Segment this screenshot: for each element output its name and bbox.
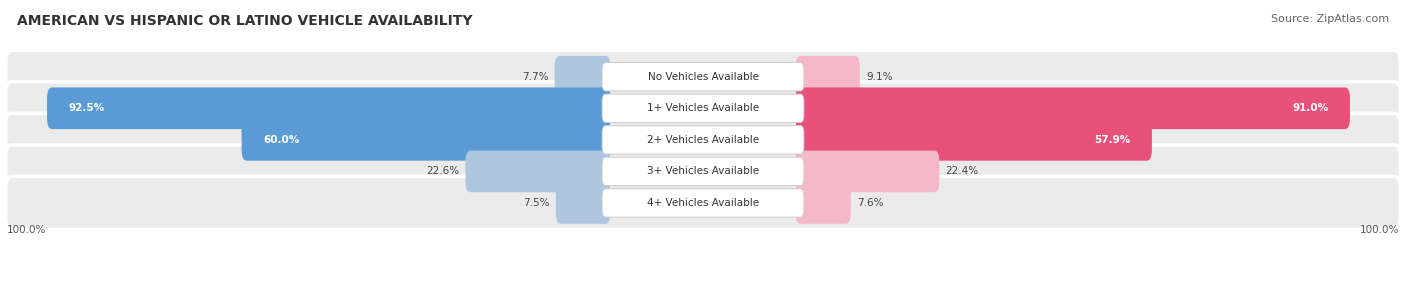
Text: 100.0%: 100.0% <box>1360 225 1399 235</box>
Text: 2+ Vehicles Available: 2+ Vehicles Available <box>647 135 759 145</box>
Text: 60.0%: 60.0% <box>263 135 299 145</box>
Text: 91.0%: 91.0% <box>1292 103 1329 113</box>
Text: Source: ZipAtlas.com: Source: ZipAtlas.com <box>1271 14 1389 24</box>
FancyBboxPatch shape <box>6 176 1400 229</box>
Text: 1+ Vehicles Available: 1+ Vehicles Available <box>647 103 759 113</box>
FancyBboxPatch shape <box>602 157 804 186</box>
FancyBboxPatch shape <box>6 82 1400 135</box>
FancyBboxPatch shape <box>554 56 610 98</box>
FancyBboxPatch shape <box>465 150 610 192</box>
FancyBboxPatch shape <box>796 119 1152 161</box>
Text: 100.0%: 100.0% <box>7 225 46 235</box>
FancyBboxPatch shape <box>602 126 804 154</box>
Text: AMERICAN VS HISPANIC OR LATINO VEHICLE AVAILABILITY: AMERICAN VS HISPANIC OR LATINO VEHICLE A… <box>17 14 472 28</box>
Text: 92.5%: 92.5% <box>69 103 105 113</box>
FancyBboxPatch shape <box>6 50 1400 103</box>
Text: 9.1%: 9.1% <box>866 72 893 82</box>
Text: 3+ Vehicles Available: 3+ Vehicles Available <box>647 166 759 176</box>
FancyBboxPatch shape <box>555 182 610 224</box>
FancyBboxPatch shape <box>796 150 939 192</box>
Text: 4+ Vehicles Available: 4+ Vehicles Available <box>647 198 759 208</box>
FancyBboxPatch shape <box>602 189 804 217</box>
Text: No Vehicles Available: No Vehicles Available <box>648 72 758 82</box>
FancyBboxPatch shape <box>46 88 610 129</box>
FancyBboxPatch shape <box>6 113 1400 166</box>
Text: 57.9%: 57.9% <box>1094 135 1130 145</box>
FancyBboxPatch shape <box>796 88 1350 129</box>
Text: 22.4%: 22.4% <box>946 166 979 176</box>
FancyBboxPatch shape <box>796 182 851 224</box>
FancyBboxPatch shape <box>602 94 804 122</box>
Text: 7.6%: 7.6% <box>858 198 883 208</box>
FancyBboxPatch shape <box>602 63 804 91</box>
FancyBboxPatch shape <box>242 119 610 161</box>
FancyBboxPatch shape <box>6 145 1400 198</box>
FancyBboxPatch shape <box>796 56 860 98</box>
Text: 7.7%: 7.7% <box>522 72 548 82</box>
Text: 7.5%: 7.5% <box>523 198 550 208</box>
Text: 22.6%: 22.6% <box>426 166 460 176</box>
